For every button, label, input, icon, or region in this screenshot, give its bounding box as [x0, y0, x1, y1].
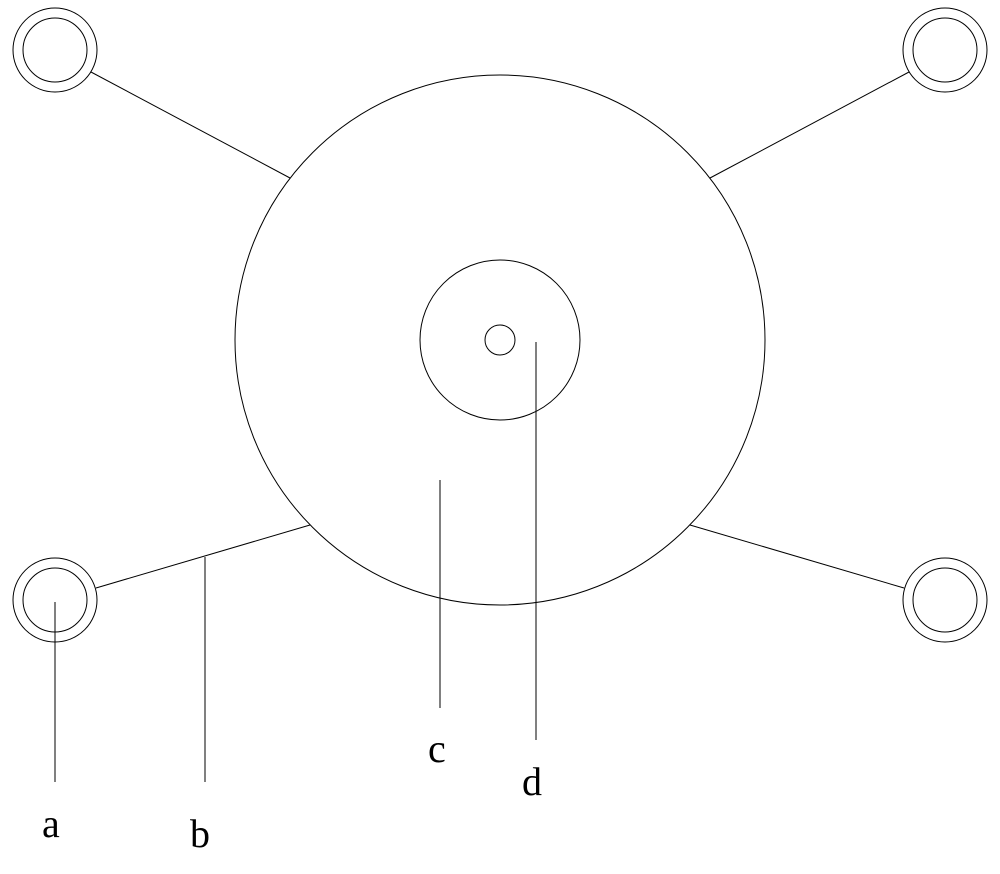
- label-a: a: [42, 800, 60, 847]
- connector-top-right: [710, 72, 909, 178]
- satellite-br-outer: [903, 558, 987, 642]
- connector-bottom-right: [690, 525, 904, 588]
- satellite-tl-outer: [13, 8, 97, 92]
- label-d: d: [522, 758, 542, 805]
- label-b: b: [190, 810, 210, 857]
- connector-top-left: [91, 72, 290, 178]
- connector-bottom-left: [96, 525, 310, 588]
- label-c: c: [428, 725, 446, 772]
- center-outer-circle: [235, 75, 765, 605]
- satellite-tr-outer: [903, 8, 987, 92]
- diagram-svg: [0, 0, 1000, 869]
- diagram-container: a b c d: [0, 0, 1000, 869]
